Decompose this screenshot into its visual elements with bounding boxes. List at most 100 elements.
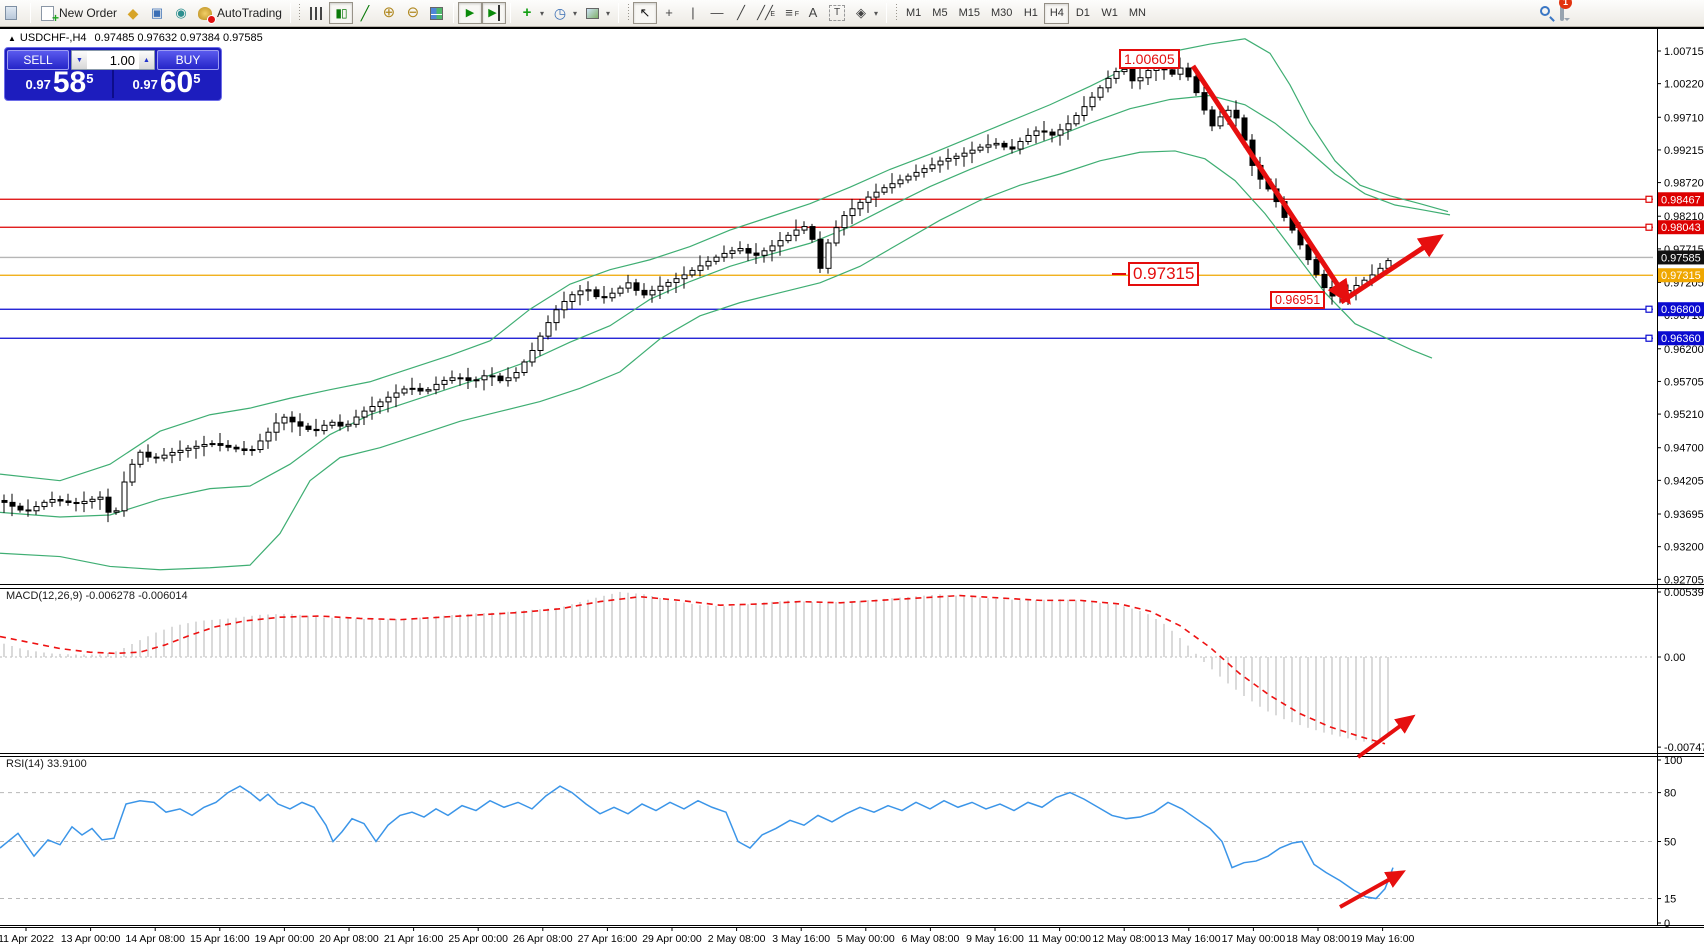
- time-axis-label: 11 May 00:00: [1028, 933, 1091, 945]
- chart-shift-button[interactable]: ▶: [481, 2, 506, 24]
- timeframe-button-M15[interactable]: M15: [954, 3, 985, 24]
- notifications-button[interactable]: 1: [1559, 0, 1572, 21]
- toolbar-separator: [618, 3, 619, 23]
- candlestick-chart-button[interactable]: ▮▯: [328, 2, 353, 24]
- timeframe-button-H4[interactable]: H4: [1044, 2, 1070, 24]
- virtual-hosting-icon: ▣: [150, 5, 164, 20]
- trend-arrow[interactable]: [1356, 714, 1416, 759]
- gold-button[interactable]: ◆: [121, 2, 145, 24]
- text-label-button[interactable]: T: [825, 2, 849, 24]
- arrows-tool-button[interactable]: ◈ ▾: [849, 2, 882, 24]
- periods-button[interactable]: ◷ ▾: [548, 2, 581, 24]
- zoom-in-button[interactable]: ⊕: [377, 2, 401, 24]
- price-badge: [1658, 250, 1704, 265]
- vertical-line-button[interactable]: |: [681, 2, 705, 24]
- time-axis-label: 15 Apr 16:00: [190, 933, 250, 945]
- timeframe-button-M5[interactable]: M5: [927, 3, 952, 24]
- toolbar-separator: [30, 3, 31, 23]
- tile-windows-button[interactable]: [425, 2, 449, 24]
- sell-button[interactable]: SELL: [7, 50, 69, 70]
- annotation-support-price[interactable]: 0.97315: [1128, 262, 1200, 286]
- text-icon: A: [808, 5, 818, 20]
- toolbar-separator: [452, 3, 454, 23]
- timeframe-button-M1[interactable]: M1: [901, 3, 926, 24]
- time-axis-label: 14 Apr 08:00: [125, 933, 185, 945]
- volume-increase-button[interactable]: ▲: [139, 51, 154, 69]
- chart-shift-icon: ▶: [488, 5, 500, 21]
- timeframe-button-MN[interactable]: MN: [1124, 3, 1151, 24]
- chart-title: ▲ USDCHF-,H4 0.97485 0.97632 0.97384 0.975…: [8, 32, 263, 44]
- chart-canvas[interactable]: 1.00715 1.00220 0.99710 0.99215 0.98720 0.982…: [0, 27, 1704, 946]
- rsi-line: [0, 785, 1394, 900]
- toolbar-grip: [894, 4, 899, 22]
- hline-handle[interactable]: [1645, 334, 1653, 342]
- bollinger-middle-band: [0, 94, 1451, 518]
- macd-indicator-label: MACD(12,26,9) -0.006278 -0.006014: [6, 590, 188, 602]
- hline-handle[interactable]: [1645, 305, 1653, 313]
- trend-arrow[interactable]: [1190, 64, 1351, 305]
- timeframe-toolbar: M1 M5 M15 M30 H1 H4 D1 W1 MN: [901, 2, 1151, 24]
- crosshair-tool-button[interactable]: +: [657, 2, 681, 24]
- axis-tick-label: 1.00220: [1664, 79, 1704, 91]
- trend-arrow[interactable]: [1339, 234, 1444, 305]
- price-badge-label: 0.97315: [1661, 270, 1701, 282]
- hline-handle[interactable]: [1645, 223, 1653, 231]
- bar-chart-button[interactable]: [305, 2, 329, 24]
- search-icon[interactable]: [1540, 6, 1550, 16]
- timeframe-button-H1[interactable]: H1: [1018, 3, 1043, 24]
- axis-tick-label: 80: [1664, 788, 1676, 800]
- line-chart-button[interactable]: ╱: [353, 2, 377, 24]
- text-tool-button[interactable]: A: [801, 2, 825, 24]
- time-axis-label: 18 May 08:00: [1286, 933, 1350, 945]
- new-order-label: New Order: [59, 6, 118, 20]
- sell-price[interactable]: 0.97 58 5: [7, 68, 112, 98]
- axis-tick-label: 0: [1664, 918, 1670, 930]
- annotation-low-price[interactable]: 0.96951: [1270, 291, 1326, 310]
- axis-tick-label: 0.96200: [1664, 344, 1704, 356]
- price-badge-label: 0.98467: [1661, 194, 1701, 206]
- new-order-button[interactable]: New Order: [35, 2, 121, 24]
- autotrading-button[interactable]: AutoTrading: [193, 2, 286, 24]
- collapse-icon[interactable]: ▲: [8, 34, 16, 43]
- volume-decrease-button[interactable]: ▼: [72, 51, 87, 69]
- line-chart-icon: ╱: [360, 5, 370, 21]
- cursor-tool-button[interactable]: ↖: [633, 2, 657, 24]
- chevron-down-icon: ▾: [874, 8, 879, 18]
- trendline-button[interactable]: ╱: [729, 2, 753, 24]
- auto-scroll-button[interactable]: ▶: [457, 2, 482, 24]
- horizontal-line-icon: —: [710, 5, 724, 20]
- time-axis-label: 12 May 08:00: [1092, 933, 1156, 945]
- timeframe-button-D1[interactable]: D1: [1070, 3, 1095, 24]
- axis-tick-label: 0.98720: [1664, 178, 1704, 190]
- horizontal-line-button[interactable]: —: [705, 2, 729, 24]
- volume-input[interactable]: [87, 51, 139, 69]
- trend-arrow[interactable]: [1339, 870, 1406, 909]
- autotrading-icon: [198, 6, 217, 24]
- chat-icon: [1560, 0, 1564, 21]
- auto-scroll-icon: ▶: [465, 7, 475, 19]
- timeframe-button-W1[interactable]: W1: [1096, 3, 1123, 24]
- time-axis-label: 3 May 16:00: [772, 933, 830, 945]
- time-axis-label: 20 Apr 08:00: [319, 933, 379, 945]
- virtual-hosting-button[interactable]: ▣: [145, 2, 169, 24]
- window-icon-button[interactable]: [2, 2, 26, 24]
- timeframe-button-M30[interactable]: M30: [986, 3, 1017, 24]
- hline-handle[interactable]: [1645, 195, 1653, 203]
- fibonacci-button[interactable]: ≡ F: [777, 2, 801, 24]
- buy-price[interactable]: 0.97 60 5: [114, 68, 219, 98]
- price-badge-label: 0.98043: [1661, 222, 1701, 234]
- templates-button[interactable]: ▾: [581, 2, 614, 24]
- zoom-out-button[interactable]: ⊖: [401, 2, 425, 24]
- axis-tick-label: 0.94700: [1664, 443, 1704, 455]
- axis-tick-label: 0.95705: [1664, 376, 1704, 388]
- notification-badge: 1: [1559, 0, 1572, 9]
- channel-button[interactable]: ╱╱ E: [753, 2, 777, 24]
- buy-button[interactable]: BUY: [157, 50, 219, 70]
- axis-tick-label: 50: [1664, 837, 1676, 849]
- time-axis-label: 2 May 08:00: [708, 933, 766, 945]
- signals-button[interactable]: ◉: [169, 2, 193, 24]
- annotation-peak-price[interactable]: 1.00605: [1119, 49, 1180, 70]
- crosshair-icon: +: [665, 5, 673, 20]
- indicators-button[interactable]: + ▾: [515, 2, 548, 24]
- price-badge: [1658, 192, 1704, 207]
